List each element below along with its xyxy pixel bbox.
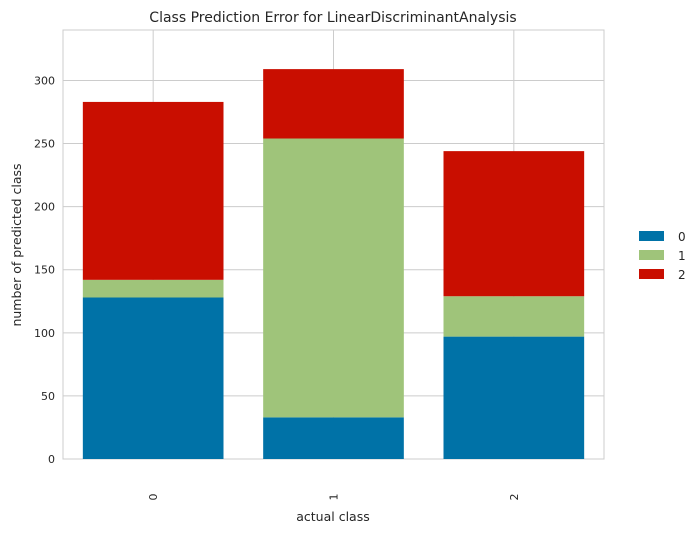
bars xyxy=(82,69,585,459)
legend-label-2: 2 xyxy=(678,268,686,282)
y-tick-label-4: 200 xyxy=(34,201,55,214)
legend: 0 1 2 xyxy=(639,230,686,282)
legend-swatch-1 xyxy=(639,250,664,260)
x-tick-labels: 0 1 2 xyxy=(147,494,521,501)
bar-class-1-predicted-1 xyxy=(263,138,404,418)
y-tick-label-5: 250 xyxy=(34,138,55,151)
x-tick-label-0: 0 xyxy=(147,494,160,501)
bar-class-1-predicted-0 xyxy=(263,417,404,459)
y-tick-label-6: 300 xyxy=(34,74,55,87)
x-tick-label-2: 2 xyxy=(508,494,521,501)
y-tick-labels: 0 50 100 150 200 250 300 xyxy=(34,74,55,466)
chart-title: Class Prediction Error for LinearDiscrim… xyxy=(149,10,516,26)
bar-class-2-predicted-2 xyxy=(443,151,585,297)
bar-class-1-predicted-2 xyxy=(263,69,404,139)
y-tick-label-2: 100 xyxy=(34,327,55,340)
bar-class-2-predicted-0 xyxy=(443,336,585,459)
y-tick-label-1: 50 xyxy=(41,390,55,403)
bar-class-0-predicted-1 xyxy=(82,279,224,298)
legend-label-0: 0 xyxy=(678,230,686,244)
bar-class-0-predicted-0 xyxy=(82,297,224,459)
bar-class-0-predicted-2 xyxy=(82,101,224,280)
y-axis-label: number of predicted class xyxy=(9,163,24,326)
x-tick-label-1: 1 xyxy=(328,494,341,501)
legend-swatch-2 xyxy=(639,269,664,279)
legend-swatch-0 xyxy=(639,231,664,241)
y-tick-label-0: 0 xyxy=(48,453,55,466)
legend-label-1: 1 xyxy=(678,249,686,263)
bar-class-2-predicted-1 xyxy=(443,296,585,337)
y-tick-label-3: 150 xyxy=(34,264,55,277)
x-axis-label: actual class xyxy=(296,509,370,524)
